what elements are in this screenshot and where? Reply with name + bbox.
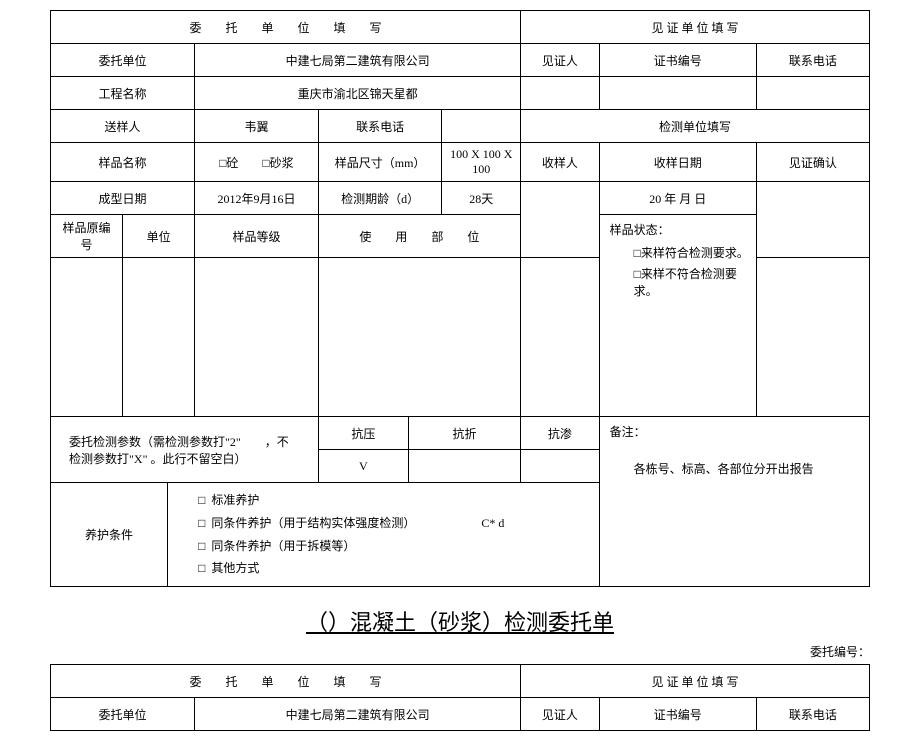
entrust-unit-value-2: 中建七局第二建筑有限公司 (195, 698, 521, 731)
compress-label: 抗压 (318, 417, 408, 450)
entrust-unit-label-2: 委托单位 (51, 698, 195, 731)
witness-person-label-2: 见证人 (521, 698, 600, 731)
unit-value (123, 258, 195, 417)
sender-value: 韦翼 (195, 110, 319, 143)
maint-label: 养护条件 (51, 483, 168, 587)
cert-no-value (599, 77, 756, 110)
form-table-2: 委 托 单 位 填 写 见 证 单 位 填 写 委托单位 中建七局第二建筑有限公… (50, 664, 870, 731)
contact-phone-label: 联系电话 (756, 44, 869, 77)
remark-cell: 备注： 各栋号、标高、各部位分开出报告 (599, 417, 869, 587)
cert-no-label-2: 证书编号 (599, 698, 756, 731)
seep-value (521, 450, 600, 483)
witness-confirm-value (756, 182, 869, 258)
witness-blank (756, 258, 869, 417)
form-table-1: 委 托 单 位 填 写 见 证 单 位 填 写 委托单位 中建七局第二建筑有限公… (50, 10, 870, 587)
mold-date-value: 2012年9月16日 (195, 182, 319, 215)
detection-unit-label: 检测单位填写 (521, 110, 870, 143)
witness-person-label: 见证人 (521, 44, 600, 77)
usage-label: 使 用 部 位 (318, 215, 520, 258)
reference-number: 委托编号： (50, 643, 870, 660)
receiver-label: 收样人 (521, 143, 600, 182)
detect-age-label: 检测期龄（d） (318, 182, 442, 215)
maint-other: □其他方式 (198, 557, 589, 580)
project-name-label: 工程名称 (51, 77, 195, 110)
bend-value (408, 450, 520, 483)
grade-value (195, 258, 319, 417)
usage-value (318, 258, 520, 417)
maint-std: □标准养护 (198, 489, 589, 512)
entrust-unit-value: 中建七局第二建筑有限公司 (195, 44, 521, 77)
document-title: （）混凝土（砂浆）检测委托单 (50, 605, 870, 637)
contact-phone-value (756, 77, 869, 110)
header-entrust: 委 托 单 位 填 写 (51, 11, 521, 44)
contact-label: 联系电话 (318, 110, 442, 143)
header-witness: 见 证 单 位 填 写 (521, 11, 870, 44)
header-witness-2: 见 证 单 位 填 写 (521, 665, 870, 698)
date-format: 20 年 月 日 (599, 182, 756, 215)
remark-body: 各栋号、标高、各部位分开出报告 (610, 440, 859, 477)
bend-label: 抗折 (408, 417, 520, 450)
contact-phone-label-2: 联系电话 (756, 698, 869, 731)
compress-value: V (318, 450, 408, 483)
status-ok: □来样符合检测要求。 (610, 244, 750, 261)
status-ng: □来样不符合检测要求。 (610, 265, 750, 299)
sender-label: 送样人 (51, 110, 195, 143)
original-no-label: 样品原编号 (51, 215, 123, 258)
grade-label: 样品等级 (195, 215, 319, 258)
sample-name-label: 样品名称 (51, 143, 195, 182)
entrust-unit-label: 委托单位 (51, 44, 195, 77)
params-label: 委托检测参数（需检测参数打"2" ，不检测参数打"X" 。此行不留空白） (51, 417, 319, 483)
contact-value (442, 110, 521, 143)
header-entrust-2: 委 托 单 位 填 写 (51, 665, 521, 698)
original-no-value (51, 258, 123, 417)
detect-age-value: 28天 (442, 182, 521, 215)
sample-status-cell: 样品状态： □来样符合检测要求。 □来样不符合检测要求。 (599, 215, 756, 417)
project-name-value: 重庆市渝北区锦天星都 (195, 77, 521, 110)
sample-size-label: 样品尺寸（mm） (318, 143, 442, 182)
seep-label: 抗渗 (521, 417, 600, 450)
unit-label: 单位 (123, 215, 195, 258)
witness-confirm-label: 见证确认 (756, 143, 869, 182)
remark-label: 备注： (610, 423, 859, 440)
sample-status-title: 样品状态： (610, 221, 750, 238)
receive-date-label: 收样日期 (599, 143, 756, 182)
maint-options: □标准养护 □同条件养护（用于结构实体强度检测） C* d □同条件养护（用于拆… (168, 483, 600, 587)
maint-same1: □同条件养护（用于结构实体强度检测） C* d (198, 512, 589, 535)
cert-no-label: 证书编号 (599, 44, 756, 77)
receiver-value (521, 182, 600, 258)
sample-name-value: □砼 □砂浆 (195, 143, 319, 182)
receiver-blank (521, 258, 600, 417)
sample-size-value: 100 X 100 X 100 (442, 143, 521, 182)
maint-same2: □同条件养护（用于拆模等） (198, 535, 589, 558)
mold-date-label: 成型日期 (51, 182, 195, 215)
witness-person-value (521, 77, 600, 110)
